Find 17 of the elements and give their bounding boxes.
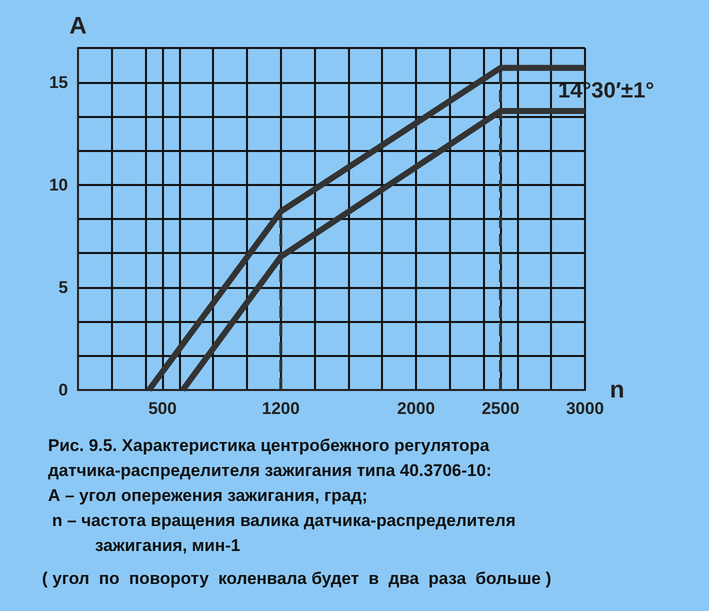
text: зажигания, мин-1	[95, 536, 240, 555]
x-axis-title: n	[610, 376, 624, 404]
text: n – частота вращения валика датчика-распределителя	[52, 511, 516, 530]
y-tick-label: 5	[58, 278, 68, 297]
y-tick-label: 10	[49, 175, 68, 194]
x-tick-label: 2500	[482, 399, 520, 418]
text: датчика-распределителя зажигания типа 40.3706-10:	[48, 461, 492, 480]
y-tick-label: 0	[58, 380, 68, 400]
text: А – угол опережения зажигания, град;	[48, 486, 368, 505]
x-tick-label: 500	[148, 399, 177, 418]
text: ( угол по повороту коленвала будет в два раза больше )	[42, 569, 552, 588]
text: Рис. 9.5. Характеристика центробежного регулятора	[48, 436, 490, 455]
x-tick-label: 2000	[397, 399, 435, 418]
y-axis-title: A	[69, 12, 87, 40]
x-tick-label: 1200	[262, 399, 300, 418]
x-tick-label: 3000	[566, 399, 604, 418]
y-tick-label: 15	[49, 72, 68, 92]
